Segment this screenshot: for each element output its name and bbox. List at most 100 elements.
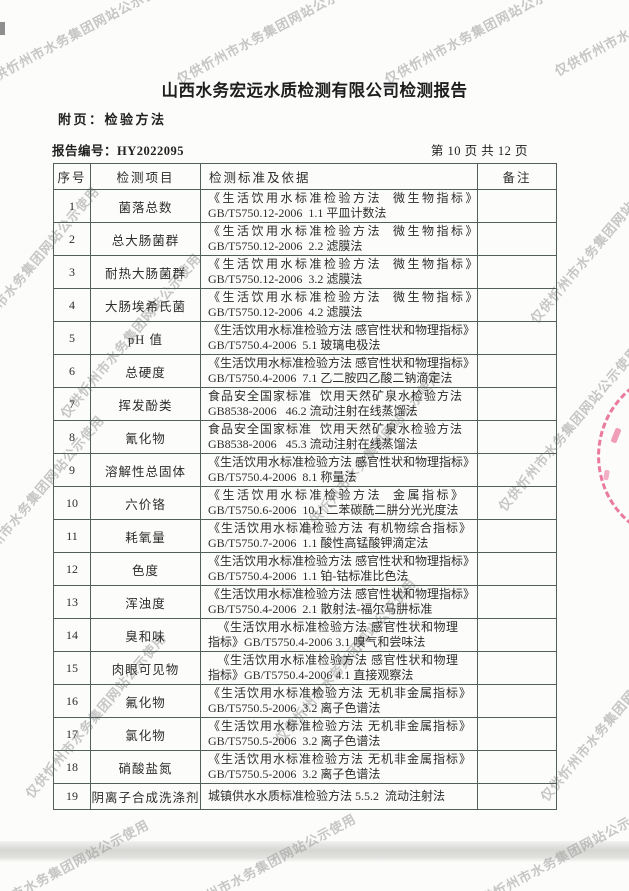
test-item-cell: 挥发酚类 <box>90 387 201 421</box>
remark-cell <box>477 387 557 421</box>
standard-cell: 《生活饮用水标准检验方法 微生物指标》 GB/T5750.12-2006 3.2… <box>200 255 478 289</box>
standard-line-2: 指标》GB/T5750.4-2006 4.1 直接观察法 <box>208 668 414 682</box>
remark-cell <box>477 651 557 685</box>
standard-line-2: GB/T5750.5-2006 3.2 离子色谱法 <box>208 767 381 781</box>
remark-cell <box>477 354 557 388</box>
scanner-shadow-band <box>0 841 629 862</box>
remark-cell <box>477 783 557 810</box>
row-number-cell: 7 <box>53 387 91 421</box>
row-number-cell: 8 <box>53 420 91 454</box>
standard-line-2: GB/T5750.4-2006 2.1 散射法-福尔马肼标准 <box>208 602 433 616</box>
test-item-cell: 六价铬 <box>90 486 201 520</box>
standard-cell: 食品安全国家标准 饮用天然矿泉水检验方法 GB8538-2006 46.2 流动… <box>200 387 478 421</box>
row-number-cell: 15 <box>53 651 91 685</box>
remark-cell <box>477 420 557 454</box>
standard-line-2: GB/T5750.4-2006 8.1 称量法 <box>208 470 357 484</box>
standard-line-2: GB/T5750.12-2006 2.2 滤膜法 <box>208 239 363 253</box>
remark-cell <box>477 321 557 355</box>
remark-cell <box>477 288 557 322</box>
header-序号: 序号 <box>53 163 91 190</box>
table-row: 7 挥发酚类 食品安全国家标准 饮用天然矿泉水检验方法 GB8538-2006 … <box>53 387 557 421</box>
standard-line-1: 《生活饮用水标准检验方法 感官性状和物理指标》 <box>208 554 476 568</box>
row-number-cell: 1 <box>53 189 91 223</box>
standard-line-2: 指标》GB/T5750.4-2006 3.1 嗅气和尝味法 <box>208 635 426 649</box>
standard-line-1: 《生活饮用水标准检验方法 微生物指标》 <box>208 290 478 304</box>
table-row: 14 臭和味 《生活饮用水标准检验方法 感官性状和物理 指标》GB/T5750.… <box>53 618 557 652</box>
standard-line-1: 《生活饮用水标准检验方法 微生物指标》 <box>208 224 478 238</box>
remark-cell <box>477 552 557 586</box>
standard-cell: 《生活饮用水标准检验方法 感官性状和物理指标》 GB/T5750.4-2006 … <box>200 354 478 388</box>
watermark-text: 仅供忻州市水务集团网站公示使用 <box>174 0 367 87</box>
test-item-cell: 耐热大肠菌群 <box>90 255 201 289</box>
standard-cell: 《生活饮用水标准检验方法 无机非金属指标》 GB/T5750.5-2006 3.… <box>200 684 478 718</box>
table-row: 3 耐热大肠菌群 《生活饮用水标准检验方法 微生物指标》 GB/T5750.12… <box>53 255 557 289</box>
standard-line-2: GB/T5750.6-2006 10.1 二苯碳酰二肼分光光度法 <box>208 503 459 517</box>
table-row: 10 六价铬 《生活饮用水标准检验方法 金属指标》 GB/T5750.6-200… <box>53 486 557 520</box>
test-item-cell: 总硬度 <box>90 354 201 388</box>
test-item-cell: 大肠埃希氏菌 <box>90 288 201 322</box>
table-row: 17 氯化物 《生活饮用水标准检验方法 无机非金属指标》 GB/T5750.5-… <box>53 717 557 751</box>
test-item-cell: 臭和味 <box>90 618 201 652</box>
standard-line-2: GB/T5750.12-2006 1.1 平皿计数法 <box>208 206 387 220</box>
test-item-cell: 肉眼可见物 <box>90 651 201 685</box>
standard-line-1: 食品安全国家标准 饮用天然矿泉水检验方法 <box>208 422 464 436</box>
test-item-cell: 色度 <box>90 552 201 586</box>
table-row: 12 色度 《生活饮用水标准检验方法 感官性状和物理指标》 GB/T5750.4… <box>53 552 557 586</box>
remark-cell <box>477 585 557 619</box>
standard-line-1: 《生活饮用水标准检验方法 感官性状和物理指标》 <box>208 356 476 370</box>
standard-cell: 《生活饮用水标准检验方法 无机非金属指标》 GB/T5750.5-2006 3.… <box>200 750 478 784</box>
standard-cell: 《生活饮用水标准检验方法 感官性状和物理指标》 GB/T5750.4-2006 … <box>200 552 478 586</box>
remark-cell <box>477 519 557 553</box>
standard-line-1: 《生活饮用水标准检验方法 感官性状和物理指标》 <box>208 587 476 601</box>
standard-line-2: GB/T5750.4-2006 5.1 玻璃电极法 <box>208 338 381 352</box>
table-row: 5 pH 值 《生活饮用水标准检验方法 感官性状和物理指标》 GB/T5750.… <box>53 321 557 355</box>
row-number-cell: 9 <box>53 453 91 487</box>
row-number-cell: 12 <box>53 552 91 586</box>
test-item-cell: 耗氧量 <box>90 519 201 553</box>
header-检测项目: 检测项目 <box>90 163 201 190</box>
red-seal-fragment <box>580 351 629 561</box>
standard-cell: 《生活饮用水标准检验方法 感官性状和物理指标》 GB/T5750.4-2006 … <box>200 585 478 619</box>
table-row: 1 菌落总数 《生活饮用水标准检验方法 微生物指标》 GB/T5750.12-2… <box>53 189 557 223</box>
standard-line-2: GB/T5750.4-2006 1.1 铂-钴标准比色法 <box>208 569 409 583</box>
test-item-cell: 硝酸盐氮 <box>90 750 201 784</box>
standard-line-1: 《生活饮用水标准检验方法 感官性状和物理指标》 <box>208 455 476 469</box>
row-number-cell: 4 <box>53 288 91 322</box>
standard-line-1: 《生活饮用水标准检验方法 无机非金属指标》 <box>208 752 473 766</box>
remark-cell <box>477 222 557 256</box>
row-number-cell: 3 <box>53 255 91 289</box>
remark-cell <box>477 255 557 289</box>
standard-cell: 《生活饮用水标准检验方法 微生物指标》 GB/T5750.12-2006 2.2… <box>200 222 478 256</box>
table-row: 18 硝酸盐氮 《生活饮用水标准检验方法 无机非金属指标》 GB/T5750.5… <box>53 750 557 784</box>
methods-table: 序号 检测项目 检测标准及依据 备注 1 菌落总数 《生活饮用水标准检验方法 微… <box>53 163 557 810</box>
standard-cell: 《生活饮用水标准检验方法 微生物指标》 GB/T5750.12-2006 4.2… <box>200 288 478 322</box>
remark-cell <box>477 486 557 520</box>
standard-line-2: GB8538-2006 45.3 流动注射在线蒸馏法 <box>208 437 418 451</box>
test-item-cell: 总大肠菌群 <box>90 222 201 256</box>
table-row: 11 耗氧量 《生活饮用水标准检验方法 有机物综合指标》 GB/T5750.7-… <box>53 519 557 553</box>
methods-table-body: 1 菌落总数 《生活饮用水标准检验方法 微生物指标》 GB/T5750.12-2… <box>53 189 557 810</box>
remark-cell <box>477 618 557 652</box>
test-item-cell: 氯化物 <box>90 717 201 751</box>
test-item-cell: 氰化物 <box>90 420 201 454</box>
standard-cell: 《生活饮用水标准检验方法 感官性状和物理 指标》GB/T5750.4-2006 … <box>200 651 478 685</box>
table-row: 9 溶解性总固体 《生活饮用水标准检验方法 感官性状和物理指标》 GB/T575… <box>53 453 557 487</box>
standard-line-1: 《生活饮用水标准检验方法 无机非金属指标》 <box>208 719 473 733</box>
standard-line-2: GB/T5750.4-2006 7.1 乙二胺四乙酸二钠滴定法 <box>208 371 453 385</box>
test-item-cell: 浑浊度 <box>90 585 201 619</box>
standard-line-1: 《生活饮用水标准检验方法 微生物指标》 <box>208 257 478 271</box>
standard-line-1: 《生活饮用水标准检验方法 感官性状和物理指标》 <box>208 323 476 337</box>
row-number-cell: 2 <box>53 222 91 256</box>
page-title: 山西水务宏远水质检测有限公司检测报告 <box>161 82 468 100</box>
report-number: 报告编号：HY2022095 <box>52 144 185 158</box>
row-number-cell: 17 <box>53 717 91 751</box>
test-item-cell: 氟化物 <box>90 684 201 718</box>
remark-cell <box>477 717 557 751</box>
standard-cell: 《生活饮用水标准检验方法 金属指标》 GB/T5750.6-2006 10.1 … <box>200 486 478 520</box>
standard-cell: 《生活饮用水标准检验方法 感官性状和物理 指标》GB/T5750.4-2006 … <box>200 618 478 652</box>
table-row: 16 氟化物 《生活饮用水标准检验方法 无机非金属指标》 GB/T5750.5-… <box>53 684 557 718</box>
remark-cell <box>477 189 557 223</box>
standard-cell: 《生活饮用水标准检验方法 感官性状和物理指标》 GB/T5750.4-2006 … <box>200 453 478 487</box>
row-number-cell: 11 <box>53 519 91 553</box>
